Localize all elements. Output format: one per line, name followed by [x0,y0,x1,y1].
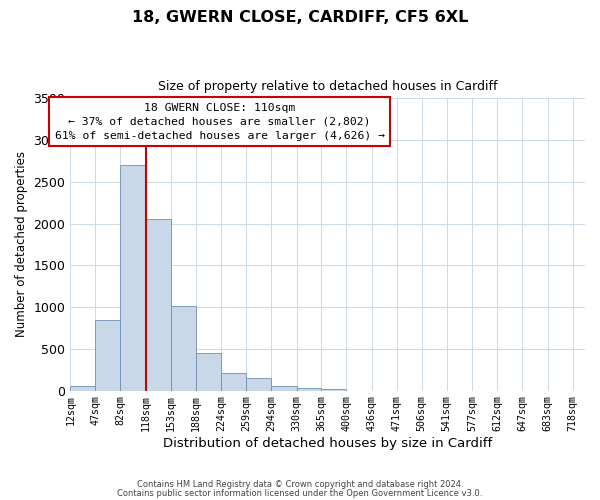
Title: Size of property relative to detached houses in Cardiff: Size of property relative to detached ho… [158,80,497,93]
Bar [170,306,196,390]
Bar [246,378,271,390]
Bar [146,218,170,390]
Bar [296,388,322,390]
Text: 18 GWERN CLOSE: 110sqm
← 37% of detached houses are smaller (2,802)
61% of semi-: 18 GWERN CLOSE: 110sqm ← 37% of detached… [55,102,385,141]
Text: Contains public sector information licensed under the Open Government Licence v3: Contains public sector information licen… [118,490,482,498]
Bar [271,386,296,390]
Bar [70,386,95,390]
Text: Contains HM Land Registry data © Crown copyright and database right 2024.: Contains HM Land Registry data © Crown c… [137,480,463,489]
Bar [120,165,146,390]
Y-axis label: Number of detached properties: Number of detached properties [15,152,28,338]
Bar [95,320,120,390]
X-axis label: Distribution of detached houses by size in Cardiff: Distribution of detached houses by size … [163,437,492,450]
Bar [196,353,221,391]
Bar [221,373,246,390]
Text: 18, GWERN CLOSE, CARDIFF, CF5 6XL: 18, GWERN CLOSE, CARDIFF, CF5 6XL [132,10,468,25]
